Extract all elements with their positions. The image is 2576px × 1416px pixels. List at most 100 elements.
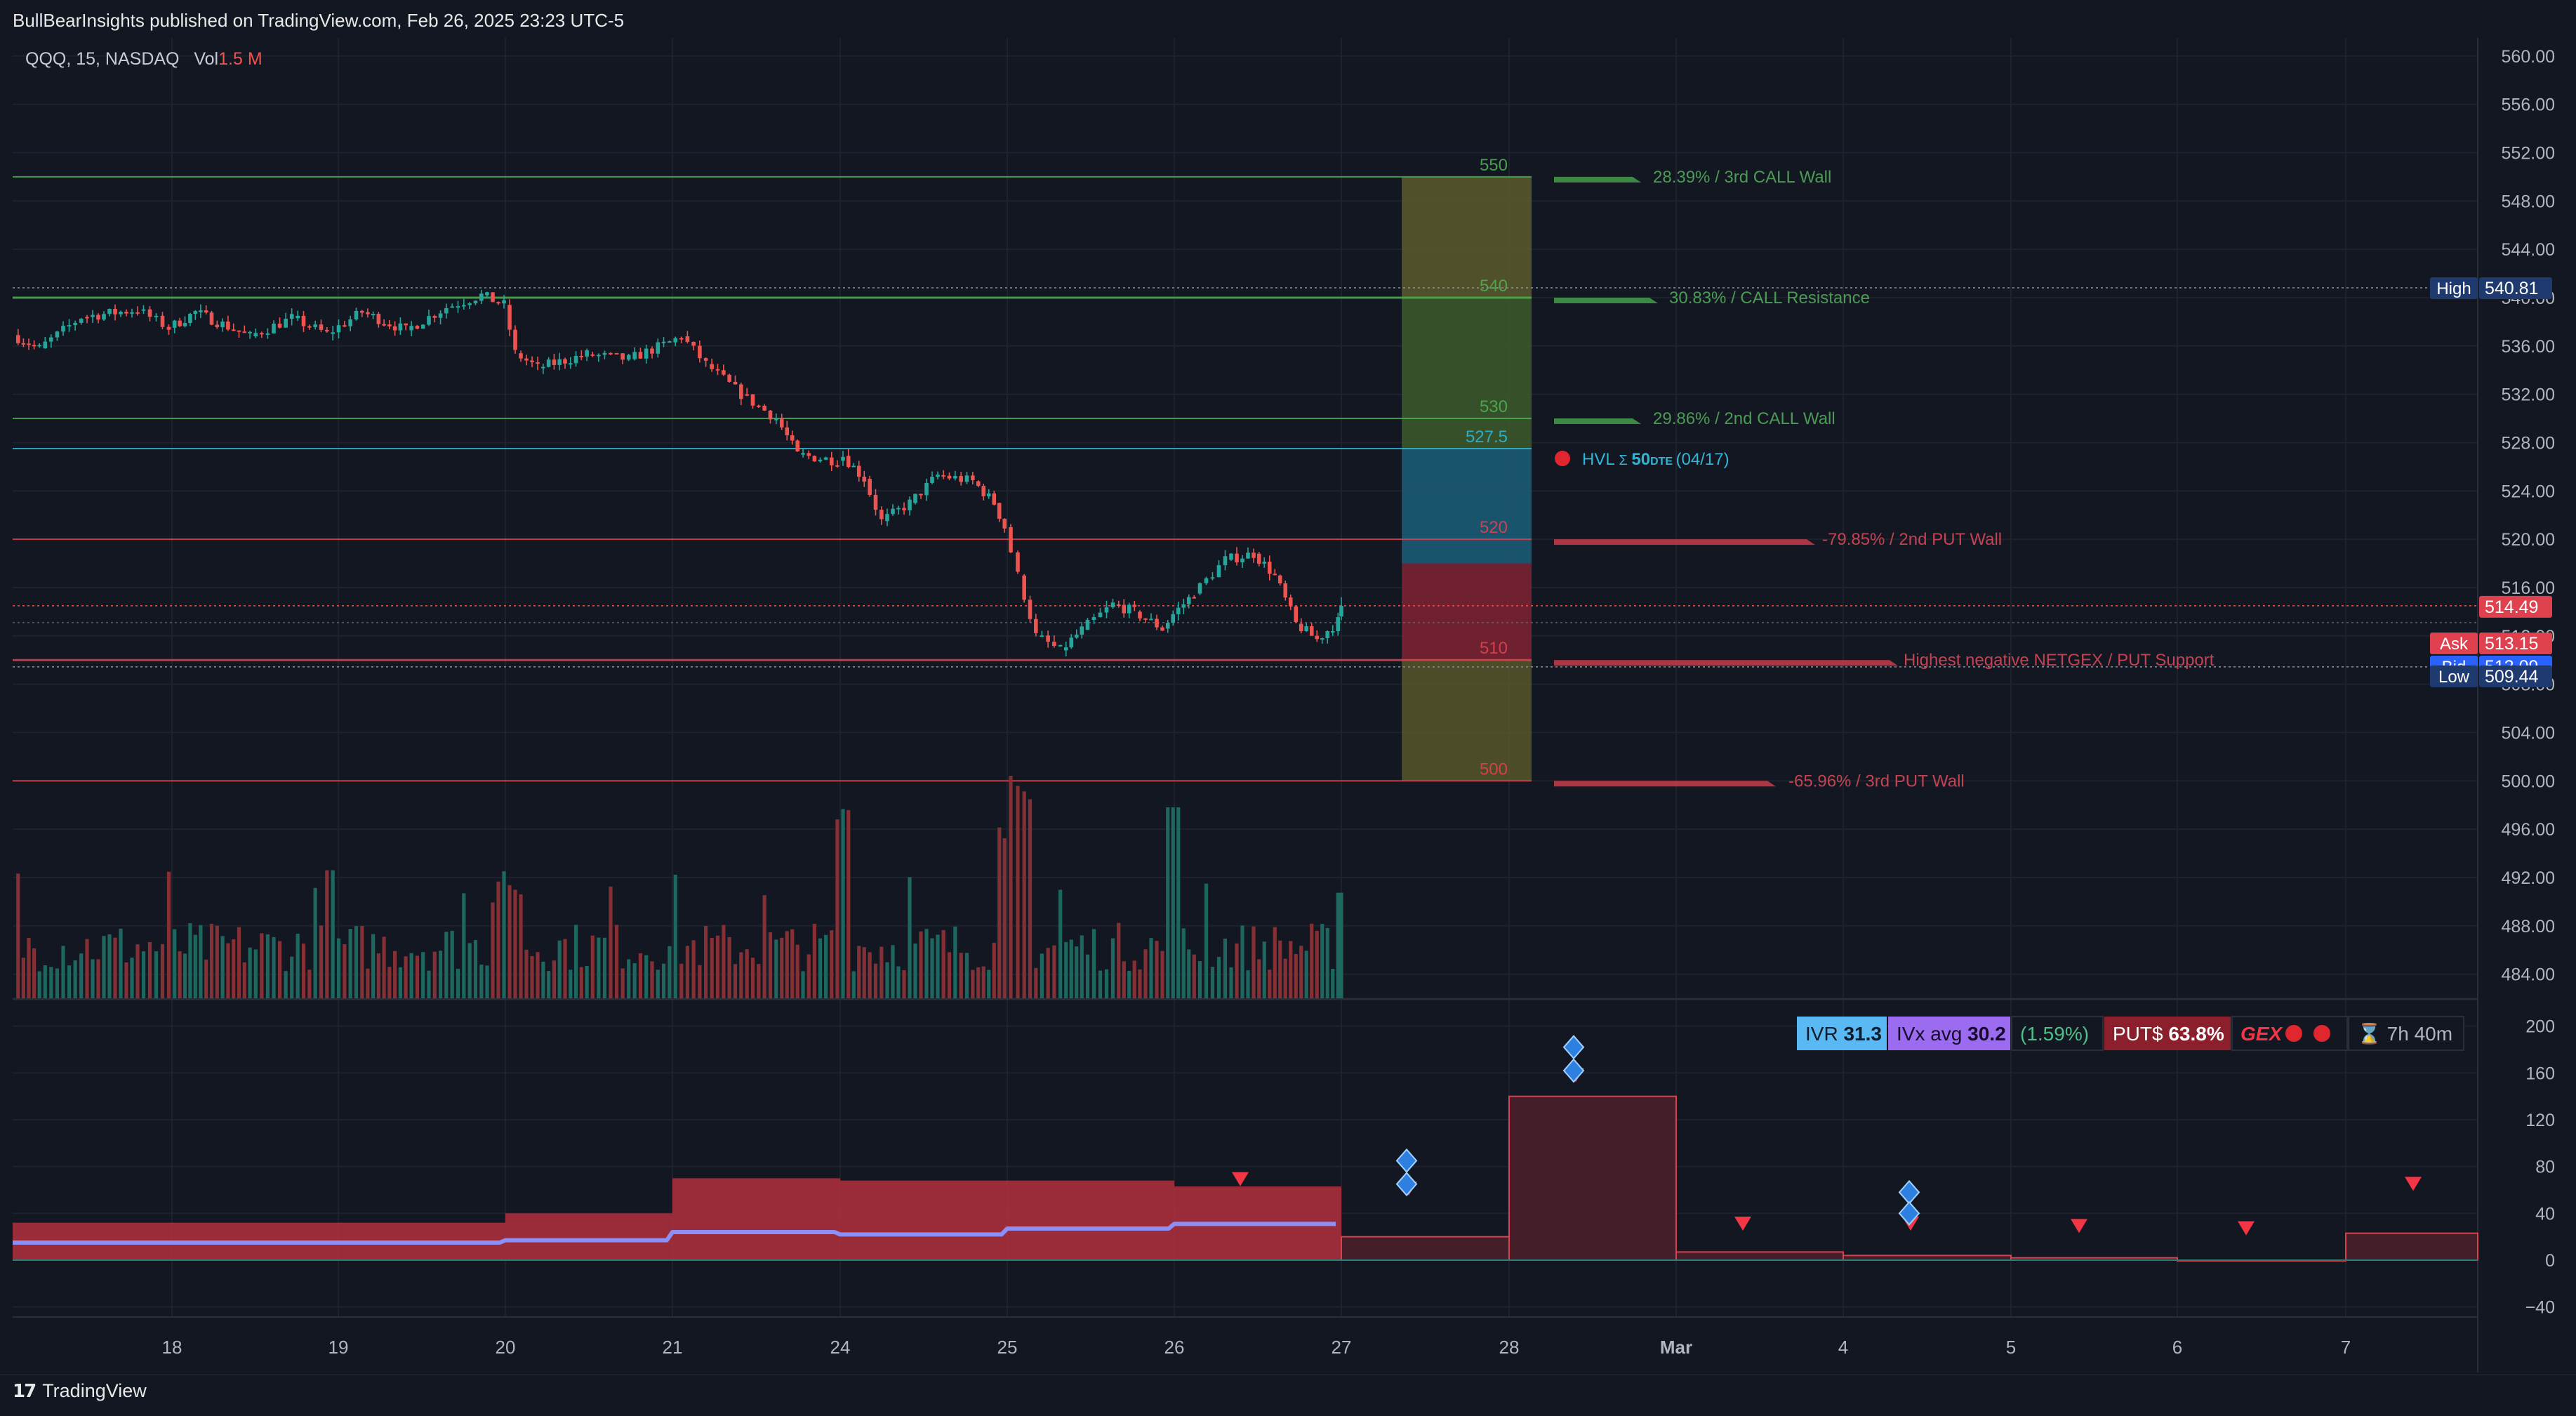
- price-tick-label: 556.00: [2502, 95, 2555, 115]
- volume-bar: [762, 895, 766, 998]
- volume-bar: [1080, 935, 1084, 998]
- volume-bar: [96, 959, 100, 998]
- price-tag-value: 514.49: [2485, 597, 2538, 617]
- candle-body: [32, 345, 36, 347]
- candle-body: [392, 326, 397, 331]
- candle-body: [602, 352, 607, 355]
- candle-body: [479, 293, 484, 301]
- diamond-icon: [1395, 1172, 1418, 1197]
- volume-bar: [698, 965, 702, 998]
- candle-body: [166, 326, 171, 330]
- candle-body: [947, 475, 952, 479]
- volume-value: 1.5 M: [218, 49, 263, 69]
- timer-chip: ⌛ 7h 40m: [2348, 1016, 2464, 1051]
- volume-bar: [947, 952, 952, 998]
- level-price-500: 500: [1480, 760, 1508, 779]
- candle-body: [491, 292, 495, 303]
- candle-body: [1309, 626, 1314, 636]
- volume-bar: [1052, 945, 1056, 998]
- candle-body: [289, 314, 294, 319]
- candle-body: [319, 324, 324, 330]
- volume-bar: [1166, 807, 1170, 998]
- time-tick-label: 19: [328, 1337, 349, 1358]
- volume-bar: [851, 971, 856, 998]
- candle-body: [1160, 627, 1164, 631]
- volume-bar: [444, 932, 449, 998]
- volume-bar: [750, 958, 755, 998]
- volume-bar: [1240, 925, 1244, 998]
- candle-body: [432, 316, 437, 318]
- hvl-zone: [1402, 449, 1532, 564]
- volume-bar: [1091, 929, 1096, 998]
- candle-body: [856, 465, 861, 477]
- candle-body: [284, 318, 288, 328]
- candle-body: [1216, 565, 1221, 578]
- volume-bar: [253, 949, 258, 998]
- candle-body: [354, 310, 359, 319]
- price-tag-label: Low: [2438, 668, 2470, 687]
- candle-body: [1165, 623, 1170, 629]
- candle-body: [387, 324, 392, 326]
- candle-body: [113, 308, 117, 315]
- time-tick-label: Mar: [1660, 1337, 1692, 1358]
- tradingview-logo[interactable]: 17 TradingView: [13, 1380, 147, 1402]
- candle-body: [785, 427, 790, 436]
- call-zone-upper: [1402, 176, 1532, 298]
- price-tag-high: 540.81 High: [2430, 277, 2552, 300]
- candle-body: [739, 384, 743, 399]
- volume-bar: [745, 949, 749, 998]
- volume-bar: [818, 938, 823, 998]
- volume-bar: [1289, 941, 1293, 998]
- candle-body: [530, 360, 534, 363]
- candle-body: [703, 358, 708, 361]
- volume-bar: [1283, 958, 1287, 998]
- candle-body: [913, 494, 917, 503]
- volume-bar: [908, 877, 912, 998]
- volume-bar: [1040, 953, 1044, 998]
- volume-bar: [343, 944, 347, 998]
- volume-bar: [331, 870, 335, 998]
- gex-area-segment: [1675, 1251, 1844, 1262]
- gex-levels: 550 28.39% / 3rd CALL Wall 540 30.83% / CAL…: [13, 156, 2215, 790]
- price-candles: [16, 289, 1343, 656]
- volume-bar: [1075, 946, 1079, 998]
- candle-body: [301, 315, 306, 326]
- level-price-530: 530: [1480, 397, 1508, 416]
- candle-body: [981, 486, 986, 496]
- volume-bar: [61, 946, 65, 998]
- volume-bar: [557, 940, 562, 998]
- candle-body: [896, 508, 901, 510]
- volume-bar: [1268, 970, 1272, 998]
- candle-body: [237, 330, 241, 332]
- price-tick-label: 496.00: [2502, 820, 2555, 840]
- volume-bar: [376, 953, 380, 998]
- volume-bar: [226, 943, 230, 998]
- volume-bar: [301, 944, 306, 998]
- candle-body: [1110, 602, 1115, 608]
- candle-body: [685, 336, 690, 342]
- level-bar-530: [1554, 418, 1641, 425]
- volume-bar: [209, 923, 214, 998]
- volume-bar: [290, 956, 294, 998]
- volume-bar: [768, 932, 773, 998]
- symbol-legend[interactable]: QQQ, 15, NASDAQ Vol1.5 M: [25, 49, 263, 70]
- volume-bar: [1160, 951, 1164, 998]
- candle-body: [462, 305, 466, 307]
- volume-bar: [1009, 776, 1013, 998]
- price-tag-value: 509.44: [2485, 667, 2539, 687]
- volume-bar: [579, 967, 583, 998]
- indicator-tick-label: −40: [2525, 1298, 2555, 1318]
- candle-body: [253, 333, 258, 337]
- level-bar-550: [1554, 176, 1641, 183]
- iv-change-chip-bg: [2011, 1016, 2104, 1051]
- volume-bars: [16, 776, 1343, 998]
- candle-body: [1171, 614, 1176, 623]
- candle-body: [135, 312, 140, 314]
- price-tick-label: 532.00: [2502, 385, 2555, 405]
- volume-bar: [1216, 957, 1221, 998]
- volume-bar: [178, 951, 182, 998]
- candle-body: [1267, 562, 1272, 574]
- volume-bar: [790, 929, 795, 998]
- candle-body: [536, 362, 540, 364]
